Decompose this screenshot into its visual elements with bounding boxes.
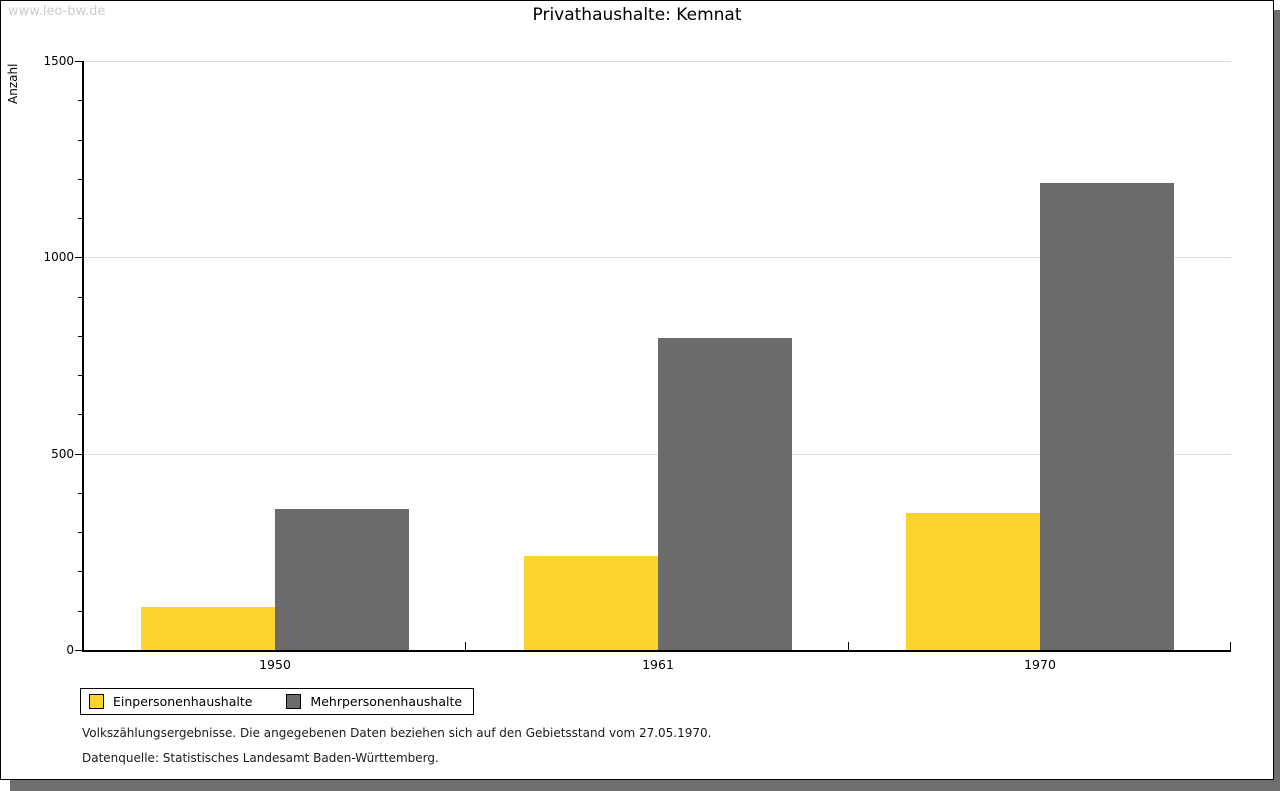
bar-mehrpersonenhaushalte-1970 <box>1040 183 1174 650</box>
card-shadow-bottom <box>10 780 1280 791</box>
card-shadow-right <box>1274 10 1280 791</box>
y-major-tick <box>75 454 82 455</box>
y-tick-label: 1000 <box>43 250 74 264</box>
y-minor-tick <box>78 336 82 337</box>
y-minor-tick <box>78 179 82 180</box>
y-gridline <box>84 61 1231 62</box>
y-minor-tick <box>78 297 82 298</box>
x-boundary-tick <box>848 642 849 650</box>
legend-box: Einpersonenhaushalte Mehrpersonenhaushal… <box>80 688 474 715</box>
footnote-data-source: Datenquelle: Statistisches Landesamt Bad… <box>82 751 439 765</box>
x-category-label: 1970 <box>1024 657 1056 672</box>
y-minor-tick <box>78 100 82 101</box>
y-gridline <box>84 257 1231 258</box>
y-axis-title: Anzahl <box>6 63 20 104</box>
legend-item-einpersonenhaushalte: Einpersonenhaushalte <box>89 694 252 709</box>
y-minor-tick <box>78 414 82 415</box>
bar-einpersonenhaushalte-1950 <box>141 607 275 650</box>
legend-swatch-gray <box>286 694 302 709</box>
x-boundary-tick <box>1230 642 1231 650</box>
y-tick-label: 500 <box>51 447 74 461</box>
y-minor-tick <box>78 140 82 141</box>
y-major-tick <box>75 61 82 62</box>
y-minor-tick <box>78 571 82 572</box>
y-tick-label: 1500 <box>43 54 74 68</box>
y-minor-tick <box>78 611 82 612</box>
plot-area: 0 500 1000 1500 1950 1961 1970 <box>43 54 1231 672</box>
bar-mehrpersonenhaushalte-1961 <box>658 338 792 650</box>
x-boundary-tick <box>465 642 466 650</box>
watermark-url: www.leo-bw.de <box>8 4 106 19</box>
y-gridline <box>84 454 1231 455</box>
bar-einpersonenhaushalte-1961 <box>524 556 658 650</box>
x-category-label: 1950 <box>259 657 291 672</box>
bar-mehrpersonenhaushalte-1950 <box>275 509 409 650</box>
y-minor-tick <box>78 375 82 376</box>
y-minor-tick <box>78 218 82 219</box>
y-minor-tick <box>78 532 82 533</box>
chart-title: Privathaushalte: Kemnat <box>532 5 742 25</box>
y-major-tick <box>75 650 82 651</box>
x-category-label: 1961 <box>642 657 674 672</box>
bar-einpersonenhaushalte-1970 <box>906 513 1040 650</box>
legend-label: Mehrpersonenhaushalte <box>310 694 463 709</box>
footnote-source-note: Volkszählungsergebnisse. Die angegebenen… <box>82 726 712 740</box>
y-tick-label: 0 <box>66 643 74 657</box>
legend-swatch-yellow <box>89 694 104 709</box>
legend-item-mehrpersonenhaushalte: Mehrpersonenhaushalte <box>286 694 462 709</box>
y-minor-tick <box>78 493 82 494</box>
legend-label: Einpersonenhaushalte <box>113 694 253 709</box>
y-major-tick <box>75 257 82 258</box>
